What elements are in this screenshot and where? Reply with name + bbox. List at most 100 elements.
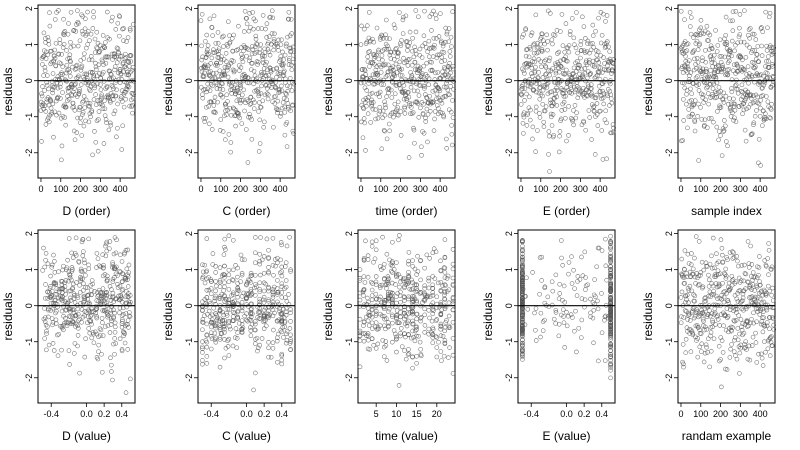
data-point [703, 97, 708, 103]
data-point [678, 295, 684, 300]
data-point [208, 291, 214, 296]
data-point [85, 285, 90, 290]
data-point [52, 17, 58, 22]
data-point [520, 323, 525, 329]
data-point [729, 77, 735, 82]
y-tick-label: -1 [344, 338, 354, 346]
data-point [365, 59, 371, 64]
data-point [110, 93, 116, 98]
x-axis-label: D (order) [62, 204, 110, 218]
data-point [442, 338, 448, 343]
data-point [266, 34, 272, 39]
data-point [234, 336, 240, 341]
data-point [755, 44, 761, 49]
data-point [422, 286, 427, 291]
data-point [426, 38, 432, 44]
data-point [610, 129, 616, 135]
y-tick-label: 1 [24, 42, 34, 47]
data-point [226, 64, 231, 69]
data-point [723, 366, 728, 372]
data-point [396, 50, 401, 56]
data-point [379, 300, 384, 306]
plot-frame [677, 229, 776, 404]
data-point [518, 102, 524, 107]
data-point [423, 119, 428, 124]
data-point [88, 31, 94, 37]
data-point [727, 18, 733, 24]
data-point [200, 95, 206, 101]
data-point [249, 136, 255, 142]
data-point [579, 296, 585, 301]
data-point [269, 8, 275, 14]
data-point [390, 64, 396, 69]
data-point [373, 313, 379, 318]
data-point [95, 40, 101, 46]
data-point [223, 104, 229, 109]
points-group [678, 8, 777, 168]
data-point [697, 32, 703, 37]
data-point [69, 321, 75, 327]
data-point [216, 46, 222, 51]
data-point [422, 292, 427, 298]
data-point [713, 322, 718, 327]
data-point [51, 58, 57, 64]
data-point [441, 114, 446, 120]
data-point [129, 102, 135, 108]
data-point [90, 281, 95, 287]
data-point [396, 237, 401, 243]
data-point [66, 85, 72, 91]
data-point [690, 81, 696, 86]
data-point [62, 29, 68, 34]
plot-frame [357, 229, 456, 404]
data-point [709, 45, 714, 51]
data-point [681, 97, 686, 102]
data-point [236, 23, 241, 29]
data-point [542, 285, 548, 291]
data-point [270, 345, 276, 351]
data-point [215, 99, 220, 105]
data-point [713, 293, 719, 299]
data-point [231, 318, 236, 324]
data-point [533, 338, 539, 343]
data-point [394, 273, 399, 278]
data-point [410, 110, 416, 115]
data-point [97, 263, 102, 269]
data-point [770, 298, 776, 303]
data-point [436, 106, 441, 111]
data-point [599, 330, 605, 336]
data-point [565, 45, 571, 51]
data-point [217, 335, 223, 340]
data-point [600, 95, 606, 101]
data-point [693, 75, 699, 81]
data-point [100, 33, 106, 38]
data-point [273, 263, 278, 269]
data-point [286, 58, 292, 63]
data-point [741, 107, 747, 113]
data-point [213, 70, 219, 76]
data-point [368, 120, 373, 125]
data-point [357, 316, 363, 322]
data-point [608, 255, 613, 261]
data-point [551, 133, 556, 138]
data-point [109, 369, 114, 374]
data-point [40, 84, 45, 89]
data-point [763, 349, 768, 355]
data-point [594, 92, 599, 98]
data-point [692, 56, 697, 62]
data-point [200, 327, 205, 333]
data-point [230, 343, 236, 349]
data-point [217, 364, 223, 370]
data-point [438, 110, 443, 115]
data-point [405, 90, 410, 96]
data-point [703, 324, 708, 330]
data-point [708, 325, 714, 330]
data-point [249, 61, 254, 66]
data-point [66, 67, 71, 72]
data-point [767, 288, 772, 294]
data-point [434, 354, 440, 360]
data-point [45, 52, 50, 58]
data-point [685, 70, 690, 75]
data-point [709, 253, 714, 259]
data-point [118, 252, 123, 258]
data-point [103, 40, 108, 45]
